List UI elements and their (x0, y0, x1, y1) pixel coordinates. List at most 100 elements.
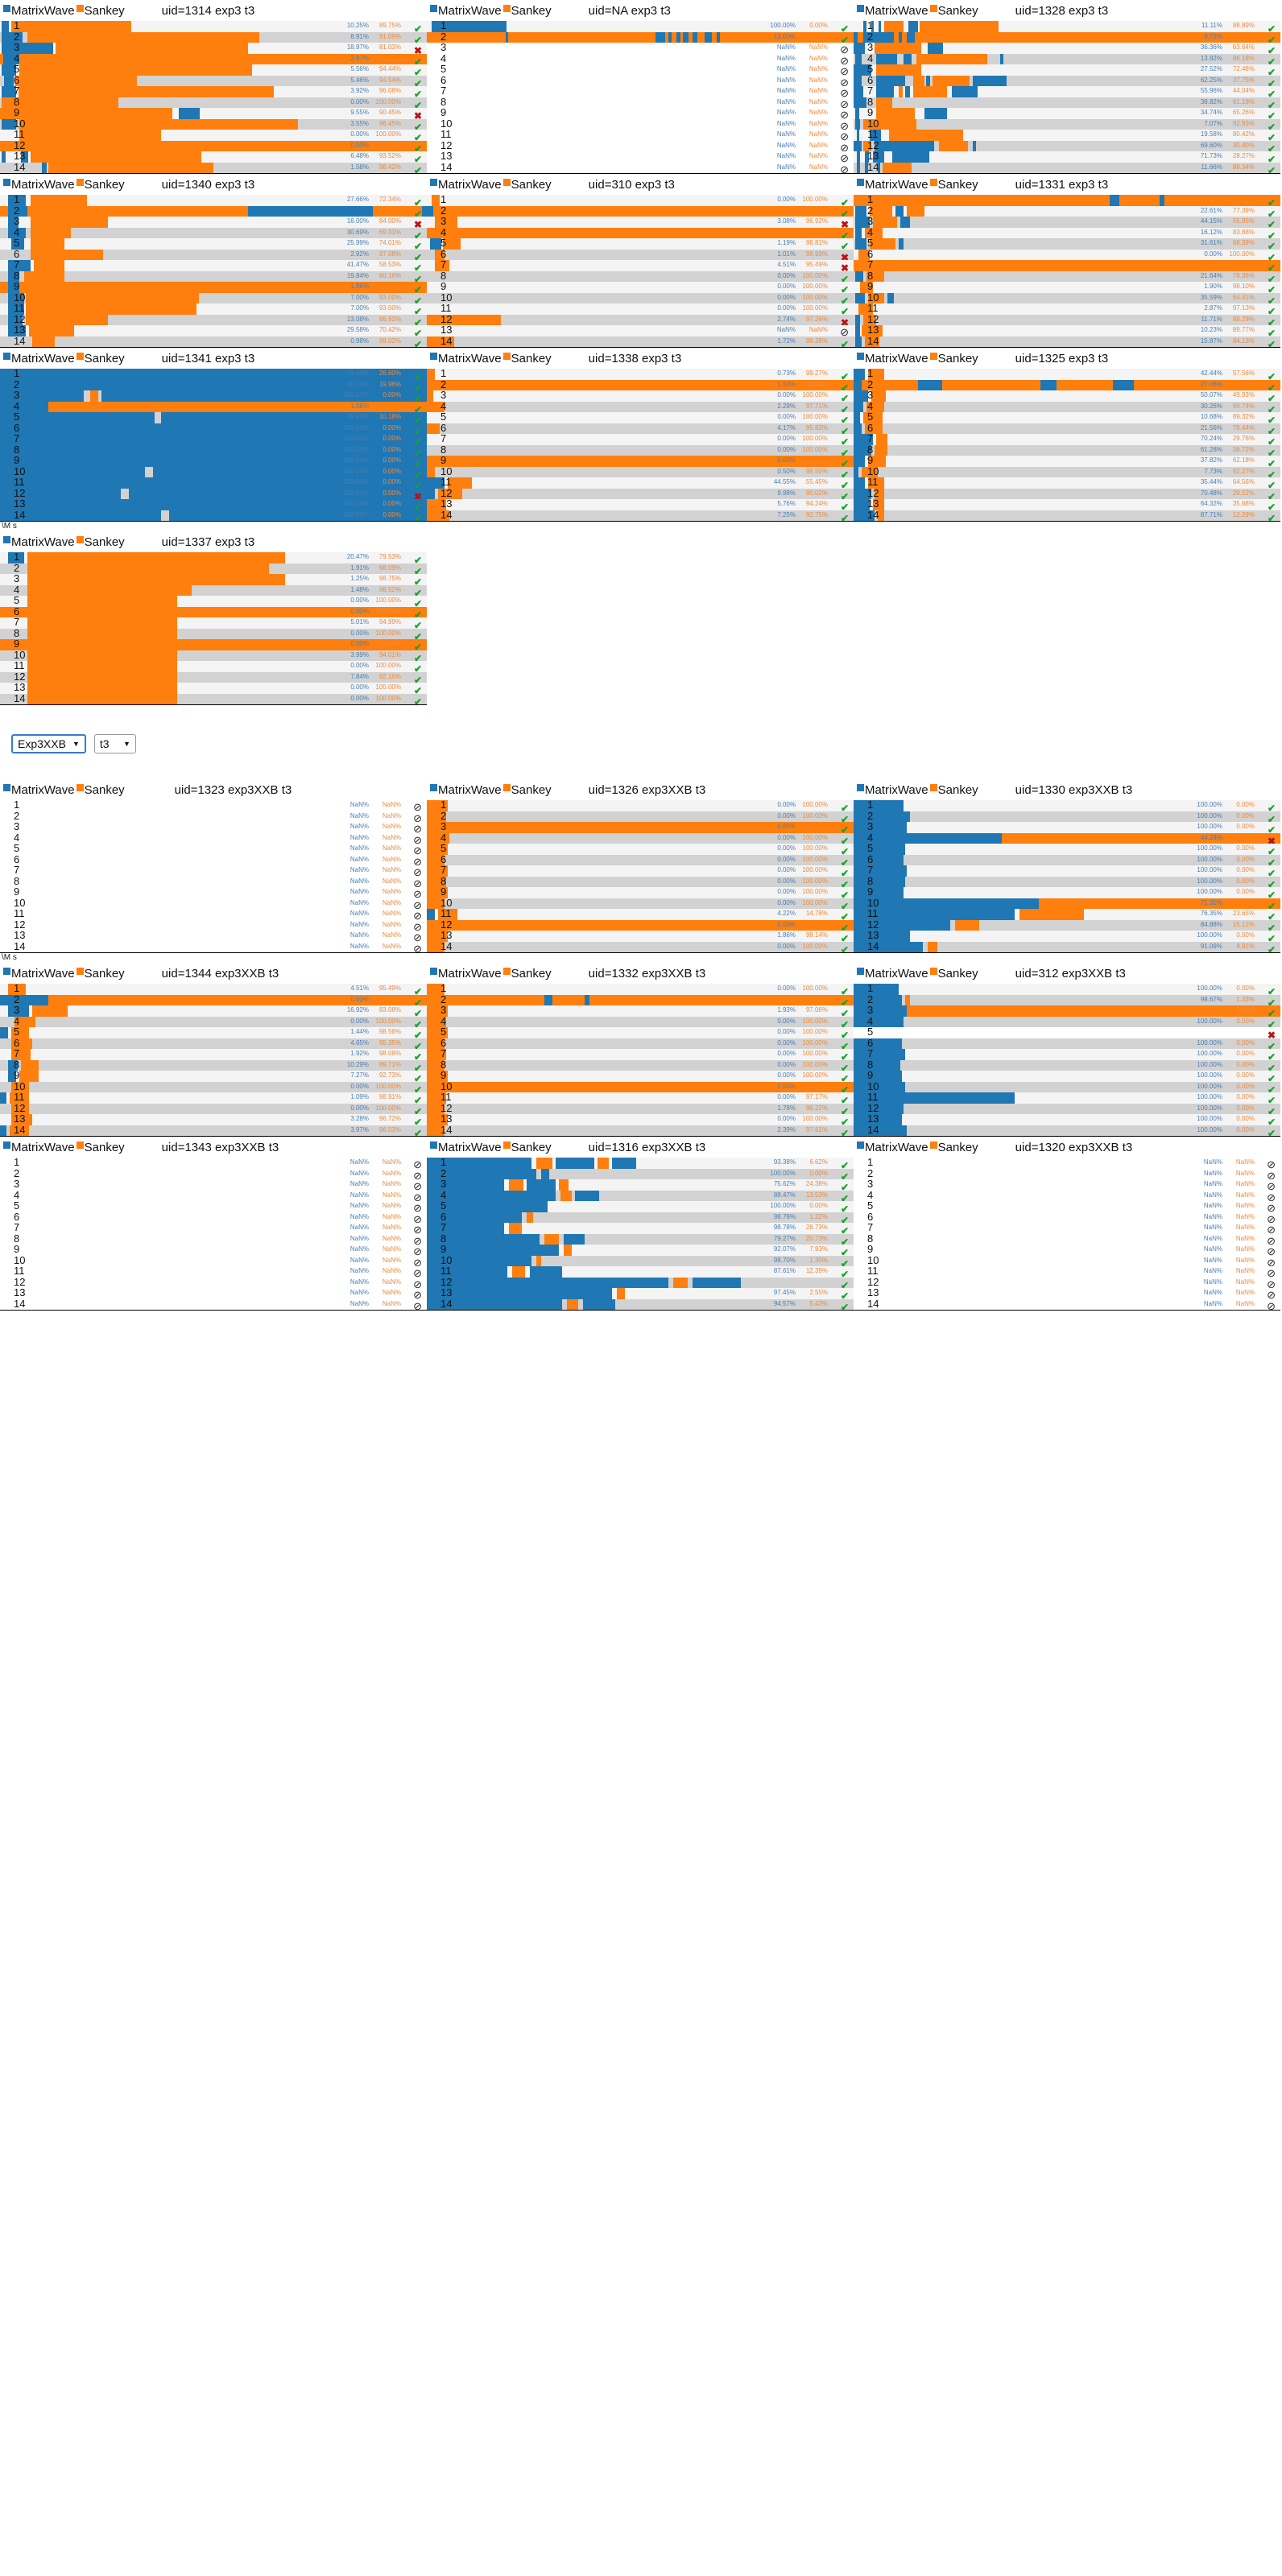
panel-row[interactable]: 7 0.00% 100.00% ✔ (427, 434, 854, 445)
panel-row[interactable]: 14 NaN% NaN% ⊘ (0, 1298, 427, 1310)
panel-row[interactable]: 6 0.00% 100.00% ✔ (427, 854, 854, 865)
panel-row[interactable]: 2 98.67% 1.33% ✔ (854, 994, 1280, 1005)
panel-row[interactable]: 2 NaN% NaN% ⊘ (854, 1168, 1280, 1179)
panel-row[interactable]: 3 1.25% 98.75% ✔ (0, 574, 427, 585)
panel-row[interactable]: 14 11.66% 88.34% ✔ (854, 162, 1280, 173)
panel-row[interactable]: 2 22.61% 77.39% ✔ (854, 205, 1280, 217)
panel-row[interactable]: 6 2.92% 97.08% ✔ (0, 249, 427, 260)
panel-row[interactable]: 5 100.00% 0.00% ✔ (854, 844, 1280, 855)
panel-row[interactable]: 14 1.58% 98.42% ✔ (0, 162, 427, 173)
panel-row[interactable]: 6 0.00% 100.00% ✔ (0, 606, 427, 617)
panel-row[interactable]: 7 NaN% NaN% ⊘ (0, 865, 427, 877)
panel-row[interactable]: 5 89.82% 10.18% ✔ (0, 412, 427, 423)
panel-row[interactable]: 9 37.82% 62.18% ✔ (854, 456, 1280, 467)
panel-row[interactable]: 1 42.44% 57.56% ✔ (854, 369, 1280, 380)
panel-row[interactable]: 11 1.09% 98.91% ✔ (0, 1092, 427, 1104)
panel-row[interactable]: 4 1.48% 98.52% ✔ (0, 584, 427, 596)
panel-row[interactable]: 13 NaN% NaN% ⊘ (0, 1288, 427, 1299)
panel-row[interactable]: 8 0.00% 100.00% ✔ (0, 628, 427, 639)
panel-row[interactable]: 9 0.00% 100.00% ✔ (427, 887, 854, 898)
panel-row[interactable]: 12 9.98% 90.02% ✔ (427, 488, 854, 499)
panel-row[interactable]: 13 100.00% 0.00% ✔ (854, 931, 1280, 942)
panel-row[interactable]: 11 2.87% 97.13% ✔ (854, 303, 1280, 315)
panel-row[interactable]: 8 38.82% 61.18% ✔ (854, 97, 1280, 108)
panel-row[interactable]: 3 0.80% ✔ (427, 822, 854, 833)
panel-row[interactable]: 1 100.00% 0.00% ✔ (854, 984, 1280, 995)
panel-row[interactable]: 13 NaN% NaN% ⊘ (854, 1288, 1280, 1299)
panel-row[interactable]: 2 8.91% 91.09% ✔ (0, 31, 427, 43)
panel-row[interactable]: 14 91.09% 8.91% ✔ (854, 941, 1280, 952)
panel-row[interactable]: 3 44.15% 55.85% ✔ (854, 217, 1280, 228)
panel-row[interactable]: 6 4.65% 95.35% ✔ (0, 1038, 427, 1049)
experiment-select[interactable]: Exp3XXB ▼ (11, 734, 86, 753)
panel-row[interactable]: 11 7.00% 93.00% ✔ (0, 303, 427, 315)
panel-row[interactable]: 12 7.84% 92.16% ✔ (0, 671, 427, 683)
panel-row[interactable]: 9 7.27% 92.73% ✔ (0, 1071, 427, 1082)
panel-row[interactable]: 6 NaN% NaN% ⊘ (0, 854, 427, 865)
panel-row[interactable]: 12 NaN% NaN% ⊘ (0, 1277, 427, 1288)
panel-row[interactable]: 4 NaN% NaN% ⊘ (0, 1190, 427, 1201)
panel-row[interactable]: 10 0.00% 100.00% ✔ (0, 1081, 427, 1092)
panel-row[interactable]: 11 0.00% 97.17% ✔ (427, 1092, 854, 1104)
panel-row[interactable]: 7 NaN% NaN% ⊘ (854, 1223, 1280, 1234)
panel-row[interactable]: 3 NaN% NaN% ⊘ (854, 1179, 1280, 1191)
panel-row[interactable]: 6 0.00% 100.00% ✔ (854, 249, 1280, 260)
panel-row[interactable]: 4 44.24% ✖ (854, 832, 1280, 844)
panel-row[interactable]: 7 3.92% 96.08% ✔ (0, 86, 427, 97)
panel-row[interactable]: 12 0.00%% ✔ (0, 140, 427, 151)
panel-row[interactable]: 12 2.74% 97.26% ✖ (427, 314, 854, 325)
panel-row[interactable]: 12 100.00% 0.00% ✔ (854, 1103, 1280, 1114)
panel-row[interactable]: 8 NaN% NaN% ⊘ (854, 1233, 1280, 1245)
panel-row[interactable]: 9 92.07% 7.93% ✔ (427, 1245, 854, 1256)
panel-row[interactable]: 5 27.52% 72.48% ✔ (854, 64, 1280, 76)
panel-row[interactable]: 9 1.88% ✔ (0, 282, 427, 293)
panel-row[interactable]: 13 NaN% NaN% ⊘ (427, 325, 854, 336)
panel-row[interactable]: 13 100.00% 0.00% ✔ (854, 1114, 1280, 1125)
panel-row[interactable]: 12 ✔ (427, 1277, 854, 1288)
panel-row[interactable]: 14 2.39% 97.61% ✔ (427, 1125, 854, 1136)
panel-row[interactable]: 9 NaN% NaN% ⊘ (0, 887, 427, 898)
panel-row[interactable]: 10 71.31% ✔ (854, 898, 1280, 909)
panel-row[interactable]: 1 100.00% 0.00% ✔ (854, 800, 1280, 811)
panel-row[interactable]: 11 0.00% 100.00% ✔ (0, 661, 427, 672)
panel-row[interactable]: 10 NaN% NaN% ⊘ (427, 118, 854, 130)
panel-row[interactable]: 2 27.06% ✔ (854, 379, 1280, 390)
panel-row[interactable]: 6 100.00% 0.00% ✔ (0, 423, 427, 434)
panel-row[interactable]: 13 6.48% 93.52% ✔ (0, 151, 427, 163)
panel-row[interactable]: 14 NaN% NaN% ⊘ (0, 941, 427, 952)
panel-row[interactable]: 1 NaN% NaN% ⊘ (854, 1158, 1280, 1169)
panel-row[interactable]: 11 100.00% 0.00% ✔ (854, 1092, 1280, 1104)
panel-row[interactable]: 9 NaN% NaN% ⊘ (0, 1245, 427, 1256)
panel-row[interactable]: 5 0.00% 100.00% ✔ (0, 596, 427, 607)
panel-row[interactable]: 9 100.00% 0.00% ✔ (854, 1071, 1280, 1082)
panel-row[interactable]: 14 87.71% 12.29% ✔ (854, 510, 1280, 521)
panel-row[interactable]: 11 76.35% 23.65% ✔ (854, 909, 1280, 920)
panel-row[interactable]: 2 1.62% 98.38% ✔ (427, 379, 854, 390)
panel-row[interactable]: 13 1.86% 98.14% ✔ (427, 931, 854, 942)
panel-row[interactable]: 4 30.26% 69.74% ✔ (854, 401, 1280, 412)
panel-row[interactable]: 5 NaN% NaN% ⊘ (0, 844, 427, 855)
panel-row[interactable]: 8 0.00% 100.00% ✔ (427, 1059, 854, 1071)
panel-row[interactable]: 9 34.74% 65.26% ✔ (854, 108, 1280, 119)
panel-row[interactable]: 13 3.28% 96.72% ✔ (0, 1114, 427, 1125)
panel-row[interactable]: 14 94.57% 5.43% ✔ (427, 1298, 854, 1310)
panel-row[interactable]: 14 15.87% 84.13% ✔ (854, 336, 1280, 347)
panel-row[interactable]: 5 ✖ (854, 1027, 1280, 1038)
panel-row[interactable]: 7 100.00% 0.00% ✔ (0, 434, 427, 445)
panel-row[interactable]: 3 50.07% 49.93% ✔ (854, 390, 1280, 402)
panel-row[interactable]: 4 ✔ (427, 227, 854, 238)
panel-row[interactable]: 7 100.00% 0.00% ✔ (854, 865, 1280, 877)
panel-row[interactable]: 1 NaN% NaN% ⊘ (0, 800, 427, 811)
panel-row[interactable]: 12 70.48% 29.52% ✔ (854, 488, 1280, 499)
panel-row[interactable]: 10 3.99% 94.01% ✔ (0, 650, 427, 661)
panel-row[interactable]: 6 100.00% 0.00% ✔ (854, 1038, 1280, 1049)
panel-row[interactable]: 12 100.00% 0.00% ✖ (0, 488, 427, 499)
panel-row[interactable]: 9 100.00% 0.00% ✔ (854, 887, 1280, 898)
panel-row[interactable]: 9 100.00% 0.00% ✔ (0, 456, 427, 467)
panel-row[interactable]: 12 84.88% 15.12% ✔ (854, 919, 1280, 931)
panel-row[interactable]: 6 0.00% 100.00% ✔ (427, 1038, 854, 1049)
panel-row[interactable]: 9 9.55% 90.45% ✖ (0, 108, 427, 119)
panel-row[interactable]: 9 0.00% ✔ (427, 456, 854, 467)
panel-row[interactable]: 7 ✔ (854, 260, 1280, 271)
panel-row[interactable]: 10 NaN% NaN% ⊘ (854, 1255, 1280, 1266)
